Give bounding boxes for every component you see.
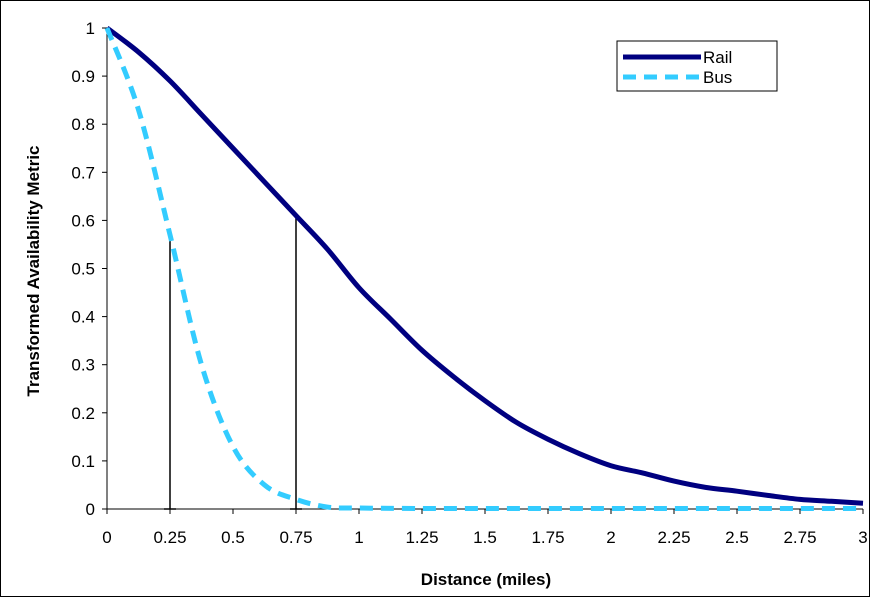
y-tick-label: 1 <box>86 19 95 38</box>
x-tick-label: 0.75 <box>279 528 312 547</box>
legend-rail-label: Rail <box>703 48 732 67</box>
x-tick-label: 0 <box>102 528 111 547</box>
x-tick-label: 0.25 <box>153 528 186 547</box>
x-tick-label: 1.25 <box>405 528 438 547</box>
y-tick-label: 0.7 <box>71 163 95 182</box>
y-axis-title: Transformed Availability Metric <box>24 146 43 397</box>
x-tick-label: 1.5 <box>473 528 497 547</box>
x-axis-title: Distance (miles) <box>421 570 551 589</box>
y-tick-label: 0.4 <box>71 308 95 327</box>
y-tick-label: 0.6 <box>71 211 95 230</box>
x-tick-label: 3 <box>858 528 867 547</box>
x-tick-label: 2.5 <box>725 528 749 547</box>
y-tick-label: 0.1 <box>71 452 95 471</box>
y-tick-label: 0.9 <box>71 67 95 86</box>
series-line-bus <box>104 27 863 512</box>
legend-box <box>616 40 778 92</box>
x-tick-label: 1 <box>354 528 363 547</box>
x-tick-label: 0.5 <box>221 528 245 547</box>
x-tick-label: 2 <box>606 528 615 547</box>
series-lines <box>104 26 864 512</box>
y-tick-label: 0.2 <box>71 404 95 423</box>
x-tick-label: 2.25 <box>657 528 690 547</box>
y-tick-label: 0.3 <box>71 356 95 375</box>
axes <box>102 27 864 514</box>
x-tick-label: 2.75 <box>783 528 816 547</box>
drop-lines <box>164 215 302 510</box>
tick-labels: 0 0.1 0.2 0.3 0.4 0.5 0.6 0.7 0.8 0.9 1 0 0.25 0.5 0.7… <box>71 19 867 547</box>
x-tick-label: 1.75 <box>531 528 564 547</box>
y-tick-label: 0 <box>86 500 95 519</box>
legend-bus-label: Bus <box>703 68 732 87</box>
series-line-rail <box>105 26 864 506</box>
y-tick-label: 0.5 <box>71 260 95 279</box>
legend: Rail Bus <box>616 40 778 92</box>
y-tick-label: 0.8 <box>71 115 95 134</box>
